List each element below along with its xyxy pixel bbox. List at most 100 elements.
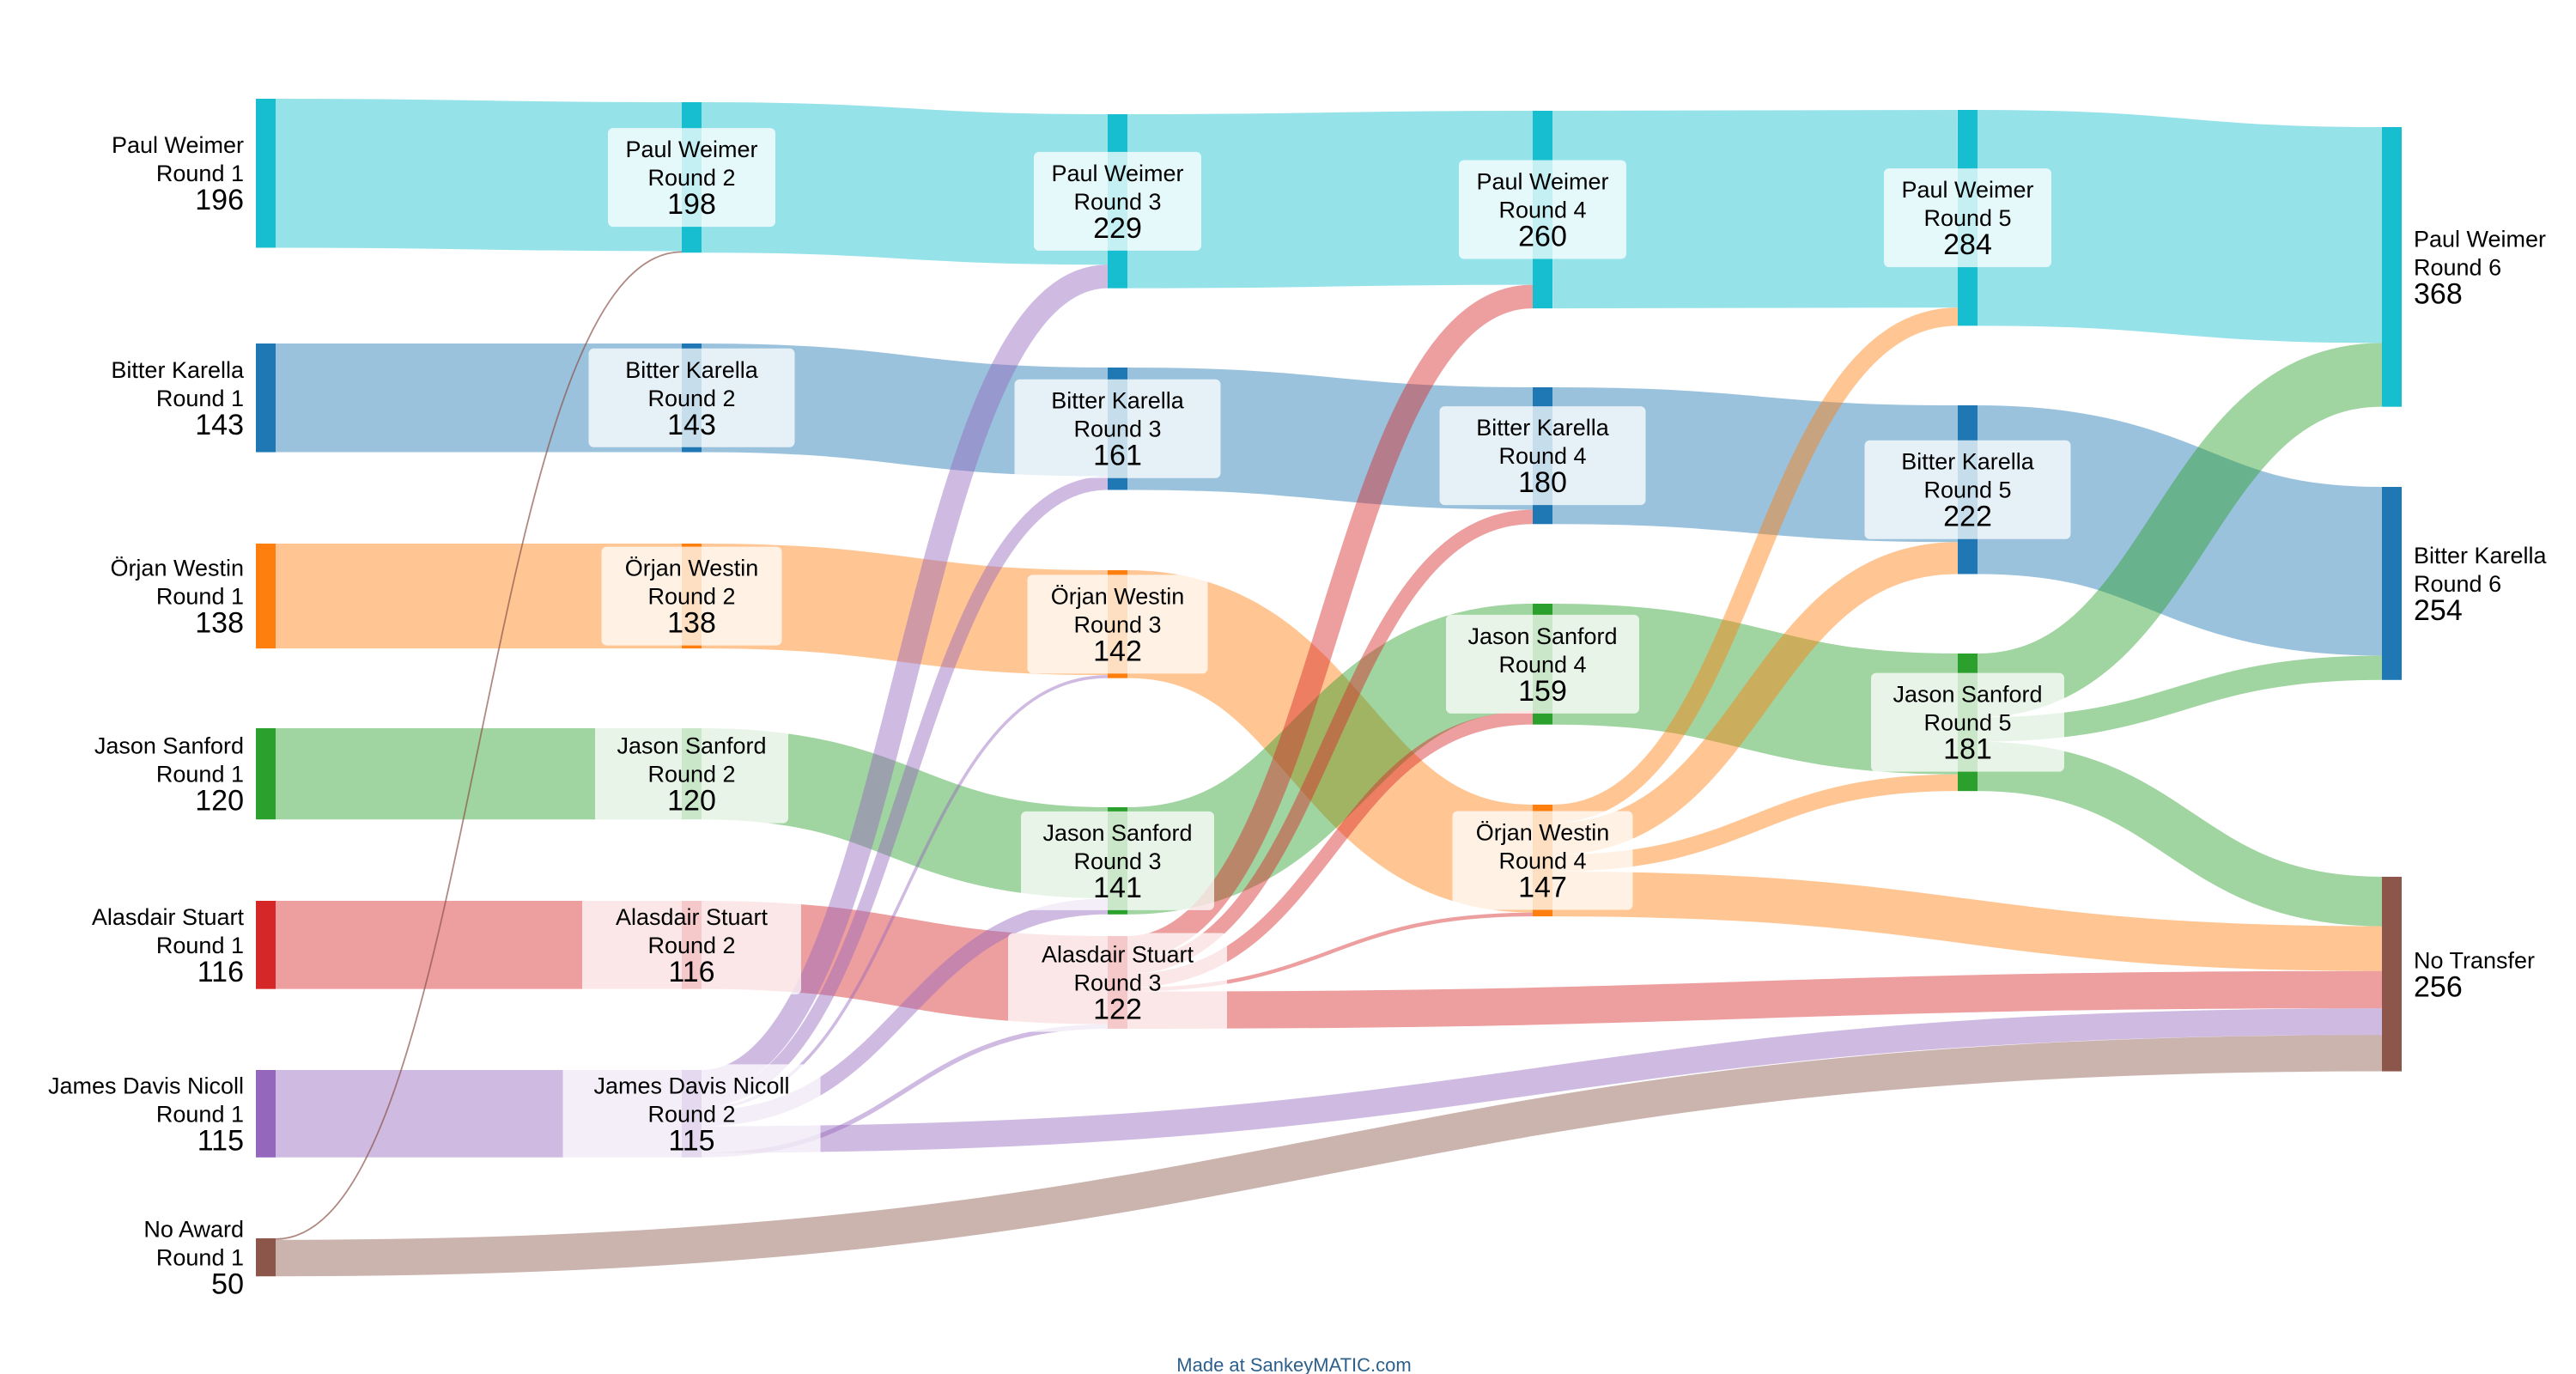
label-na1-name: No Award — [143, 1217, 244, 1243]
label-js2-name: Jason Sanford — [617, 733, 766, 759]
label-pw5-name: Paul Weimer — [1901, 177, 2033, 203]
label-jd2-name: James Davis Nicoll — [593, 1073, 789, 1098]
label-bk3-round: Round 3 — [1073, 416, 1161, 442]
node-nt[interactable] — [2382, 877, 2402, 1072]
label-jd1-name: James Davis Nicoll — [48, 1073, 244, 1098]
node-ow1[interactable] — [256, 544, 276, 649]
flow-ow4-to-nt[interactable] — [1552, 871, 2383, 971]
node-js1[interactable] — [256, 728, 276, 820]
label-js1-name: Jason Sanford — [94, 733, 244, 759]
label-nt-value: 256 — [2414, 970, 2463, 1003]
label-backdrop-bk5 — [1864, 440, 2071, 539]
flow-na1-to-pw2[interactable] — [275, 251, 683, 1240]
node-as1[interactable] — [256, 901, 276, 989]
label-js2-round: Round 2 — [647, 762, 735, 787]
label-jd1-value: 115 — [197, 1124, 244, 1157]
label-js4-round: Round 4 — [1498, 652, 1586, 678]
flow-as3-to-nt[interactable] — [1127, 970, 2383, 1029]
label-bk5-round: Round 5 — [1923, 477, 2011, 503]
node-jd1[interactable] — [256, 1070, 276, 1158]
label-backdrop-jd2 — [562, 1064, 821, 1164]
label-bk1-round: Round 1 — [156, 386, 244, 411]
label-ow2-value: 138 — [667, 607, 716, 640]
flow-js5-to-nt[interactable] — [1977, 741, 2383, 927]
label-backdrop-pw3 — [1034, 151, 1201, 251]
flow-jd2-to-nt[interactable] — [701, 1008, 2383, 1153]
label-backdrop-js3 — [1021, 811, 1214, 910]
label-js3-round: Round 3 — [1073, 848, 1161, 874]
node-bk1[interactable] — [256, 344, 276, 453]
label-as2-name: Alasdair Stuart — [616, 904, 769, 930]
node-pw1[interactable] — [256, 99, 276, 248]
label-bk4-name: Bitter Karella — [1476, 415, 1610, 441]
label-backdrop-bk4 — [1439, 406, 1646, 506]
label-pw1-round: Round 1 — [156, 161, 244, 186]
label-ow1-name: Örjan Westin — [110, 556, 244, 581]
node-pw6[interactable] — [2382, 127, 2402, 407]
label-pw1-value: 196 — [195, 184, 244, 216]
label-pw2-name: Paul Weimer — [625, 137, 757, 162]
label-js1-value: 120 — [195, 785, 244, 818]
label-pw4-value: 260 — [1518, 221, 1567, 253]
flow-jd2-to-bk3[interactable] — [701, 476, 1109, 1108]
label-backdrop-as2 — [582, 895, 801, 994]
label-bk2-name: Bitter Karella — [625, 357, 759, 383]
label-js2-value: 120 — [667, 785, 716, 818]
label-as1-name: Alasdair Stuart — [92, 904, 245, 930]
label-bk2-value: 143 — [667, 409, 716, 441]
label-backdrop-ow4 — [1452, 811, 1633, 910]
label-pw2-value: 198 — [667, 188, 716, 221]
label-backdrop-as3 — [1008, 933, 1227, 1032]
label-nt-name: No Transfer — [2414, 947, 2535, 973]
label-ow1-value: 138 — [195, 607, 244, 640]
label-pw1-name: Paul Weimer — [112, 132, 244, 158]
label-backdrop-js2 — [595, 724, 788, 824]
flow-na1-to-nt[interactable] — [275, 1035, 2383, 1277]
flow-ow4-to-pw5[interactable] — [1552, 307, 1959, 824]
label-pw3-value: 229 — [1093, 212, 1142, 245]
node-bk6[interactable] — [2382, 487, 2402, 680]
label-ow3-round: Round 3 — [1073, 611, 1161, 637]
label-as1-value: 116 — [197, 956, 244, 988]
label-as3-value: 122 — [1093, 993, 1142, 1025]
label-js5-round: Round 5 — [1923, 710, 2011, 736]
flow-jd2-to-pw3[interactable] — [701, 264, 1109, 1094]
label-as3-name: Alasdair Stuart — [1042, 941, 1194, 967]
label-ow1-round: Round 1 — [156, 584, 244, 610]
label-bk4-value: 180 — [1518, 466, 1567, 499]
label-js5-name: Jason Sanford — [1893, 682, 2042, 708]
label-js5-value: 181 — [1943, 733, 1992, 766]
label-ow3-value: 142 — [1093, 635, 1142, 667]
label-ow4-name: Örjan Westin — [1476, 820, 1610, 846]
label-backdrop-bk2 — [588, 348, 795, 447]
label-pw3-name: Paul Weimer — [1051, 161, 1183, 186]
label-backdrop-js5 — [1871, 672, 2064, 772]
node-na1[interactable] — [256, 1238, 276, 1277]
flow-js5-to-pw6[interactable] — [1976, 343, 2384, 718]
credit-text[interactable]: Made at SankeyMATIC.com — [1176, 1354, 1411, 1374]
label-backdrop-pw4 — [1459, 160, 1626, 259]
label-ow3-name: Örjan Westin — [1051, 583, 1185, 609]
label-ow4-value: 147 — [1518, 872, 1567, 904]
label-js1-round: Round 1 — [156, 762, 244, 787]
label-pw4-name: Paul Weimer — [1476, 169, 1608, 195]
label-js3-name: Jason Sanford — [1042, 820, 1192, 846]
